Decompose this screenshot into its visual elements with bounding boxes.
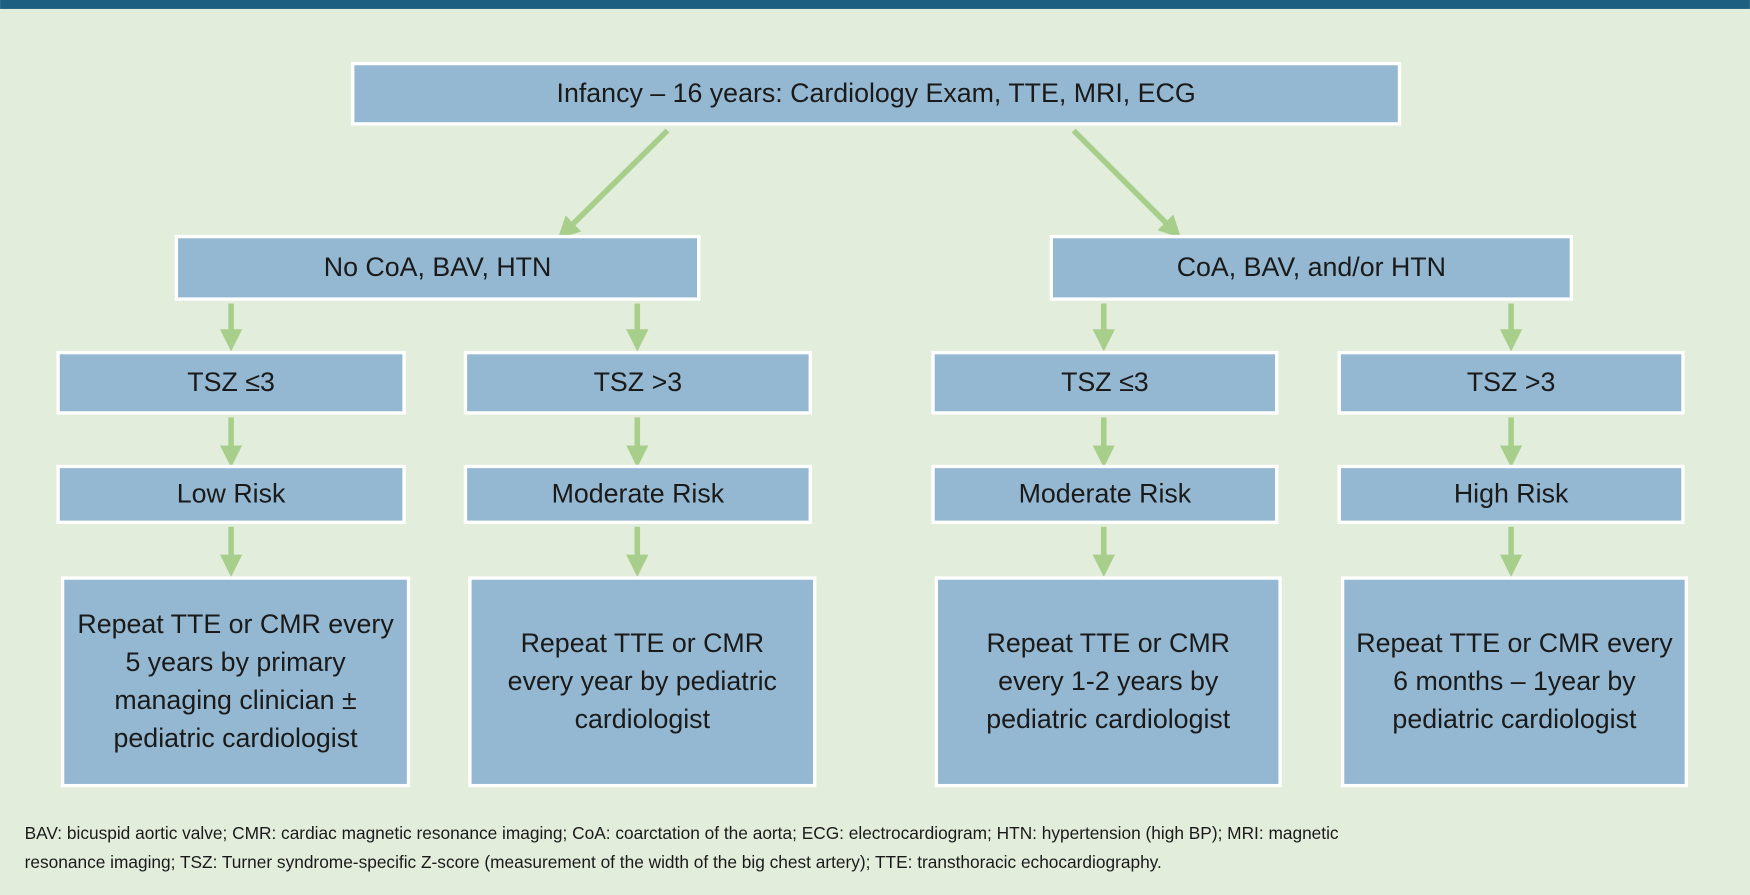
node: TSZ ≤3	[931, 350, 1279, 415]
node-box	[1340, 576, 1688, 788]
node-box	[174, 234, 701, 301]
node-label: every 1-2 years by	[998, 666, 1219, 696]
node-label: Repeat TTE or CMR every	[77, 609, 394, 639]
node-box	[60, 576, 411, 788]
node-box	[56, 350, 406, 415]
node-box	[934, 576, 1282, 788]
node-box	[463, 464, 812, 524]
node-label: Repeat TTE or CMR	[987, 628, 1230, 658]
arrows	[557, 128, 1182, 240]
node-label: High Risk	[1454, 479, 1569, 509]
node-box	[1049, 234, 1574, 301]
node-box	[351, 61, 1402, 126]
node-box	[463, 350, 812, 415]
node-label: cardiologist	[575, 704, 711, 734]
arrows	[219, 303, 1523, 577]
footnote: BAV: bicuspid aortic valve; CMR: cardiac…	[25, 823, 1339, 872]
node: TSZ ≤3	[56, 350, 406, 415]
node: No CoA, BAV, HTN	[174, 234, 701, 301]
node: CoA, BAV, and/or HTN	[1049, 234, 1574, 301]
node-label: Infancy – 16 years: Cardiology Exam, TTE…	[557, 78, 1196, 108]
footnote-line: BAV: bicuspid aortic valve; CMR: cardiac…	[25, 823, 1339, 843]
node-box	[1337, 350, 1685, 415]
node-label: TSZ >3	[594, 367, 683, 397]
node-label: pediatric cardiologist	[986, 704, 1231, 734]
node-label: No CoA, BAV, HTN	[324, 252, 552, 282]
node-label: TSZ ≤3	[1061, 367, 1149, 397]
node-box	[56, 464, 406, 524]
node-label: Repeat TTE or CMR	[521, 628, 764, 658]
node: Repeat TTE or CMR every 6 months – 1year …	[1340, 576, 1688, 788]
node-box	[1337, 464, 1685, 524]
arrow	[557, 128, 670, 240]
node-box	[468, 576, 817, 788]
node: Repeat TTE or CMR every year by pediatric…	[468, 576, 817, 788]
node: TSZ >3	[1337, 350, 1685, 415]
node-label: Repeat TTE or CMR every	[1356, 628, 1673, 658]
node-label: 6 months – 1year by	[1393, 666, 1636, 696]
arrow	[1071, 128, 1182, 239]
footnote-line: resonance imaging; TSZ: Turner syndrome-…	[25, 852, 1162, 872]
node-label: 5 years by primary	[125, 647, 346, 677]
node-box	[931, 464, 1279, 524]
node-label: pediatric cardiologist	[114, 723, 359, 753]
node: Repeat TTE or CMR every 5 years by primar…	[60, 576, 411, 788]
node: Moderate Risk	[931, 464, 1279, 524]
node: Low Risk	[56, 464, 406, 524]
node-label: every year by pediatric	[508, 666, 777, 696]
node: TSZ >3	[463, 350, 812, 415]
node-label: TSZ ≤3	[187, 367, 275, 397]
node-label: pediatric cardiologist	[1392, 704, 1637, 734]
nodes: Infancy – 16 years: Cardiology Exam, TTE…	[56, 61, 1688, 788]
node-label: CoA, BAV, and/or HTN	[1177, 252, 1446, 282]
top-bar	[0, 0, 1750, 9]
node: Infancy – 16 years: Cardiology Exam, TTE…	[351, 61, 1402, 126]
node-label: managing clinician ±	[114, 685, 356, 715]
node-box	[931, 350, 1279, 415]
node: High Risk	[1337, 464, 1685, 524]
node: Repeat TTE or CMR every 1-2 years by pedia…	[934, 576, 1282, 788]
node-label: Moderate Risk	[1019, 479, 1192, 509]
node-label: TSZ >3	[1467, 367, 1556, 397]
node-label: Moderate Risk	[552, 479, 725, 509]
node: Moderate Risk	[463, 464, 812, 524]
node-label: Low Risk	[177, 479, 286, 509]
